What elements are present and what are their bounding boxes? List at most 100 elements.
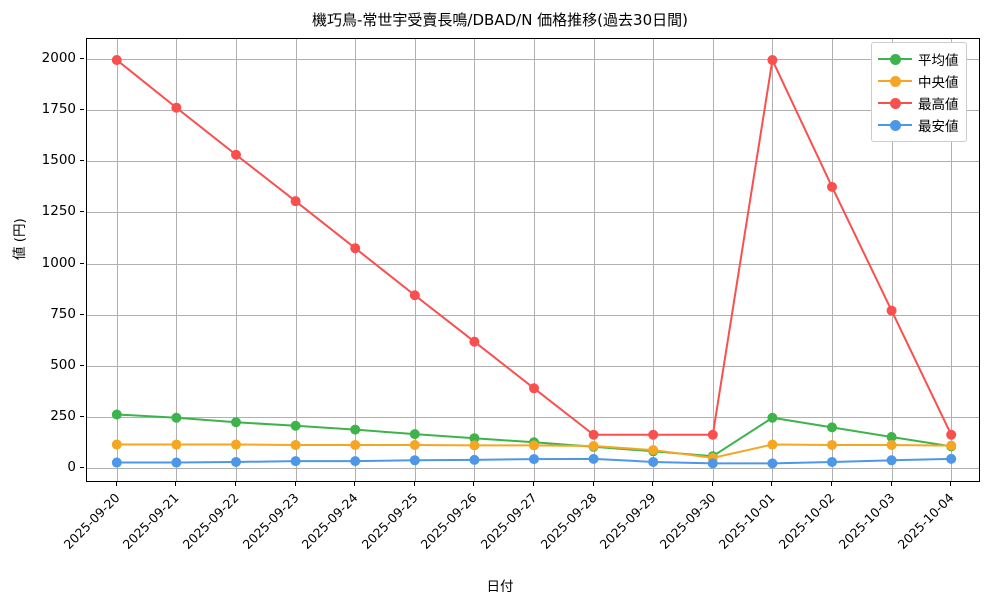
data-point — [946, 453, 957, 464]
y-axis-tick-labels: 0 250 500 750 1000 1250 1500 1750 2000 — [0, 38, 76, 482]
y-tick-label: 250 — [50, 407, 76, 424]
data-point — [171, 412, 182, 423]
data-point — [409, 429, 420, 440]
x-tick-mark — [175, 482, 177, 486]
data-point — [529, 454, 539, 465]
gridline-vertical — [891, 39, 893, 481]
chart-title: 機巧鳥-常世宇受賣長鳴/DBAD/N 価格推移(過去30日間) — [312, 11, 688, 29]
x-tick-mark — [473, 482, 475, 486]
data-point — [290, 420, 301, 431]
data-point — [767, 439, 778, 450]
x-tick-mark — [711, 482, 713, 486]
gridline-horizontal — [87, 161, 979, 163]
gridline-horizontal — [87, 365, 979, 367]
y-tick-label: 500 — [50, 356, 76, 373]
gridline-vertical — [832, 39, 833, 481]
gridline-vertical — [355, 39, 357, 481]
y-tick-mark — [80, 262, 84, 264]
data-point — [827, 422, 837, 433]
data-point — [827, 181, 837, 192]
data-point — [588, 440, 599, 451]
data-point — [290, 439, 301, 450]
x-tick-mark — [115, 482, 117, 486]
legend-label: 最高値 — [918, 97, 959, 113]
data-point — [588, 453, 599, 464]
x-axis-label: 日付 — [486, 579, 514, 595]
series-2 — [111, 55, 957, 440]
x-tick-mark — [354, 482, 356, 486]
data-point — [350, 456, 361, 467]
legend-label: 最安値 — [918, 119, 959, 135]
data-point — [469, 336, 480, 347]
data-point — [111, 55, 122, 66]
data-point — [588, 429, 599, 440]
gridline-vertical — [176, 39, 178, 481]
x-tick-mark — [950, 482, 952, 486]
gridline-horizontal — [87, 212, 979, 214]
legend-item-3[interactable]: 最安値 — [878, 114, 959, 136]
gridline-vertical — [653, 39, 655, 481]
legend-item-1[interactable]: 中央値 — [878, 70, 959, 92]
x-tick-mark — [890, 482, 892, 486]
gridline-vertical — [236, 39, 237, 481]
data-point — [886, 305, 897, 316]
series-3 — [111, 453, 957, 469]
y-tick-label: 1000 — [41, 254, 76, 271]
y-tick-mark — [80, 211, 84, 213]
gridline-vertical — [474, 39, 476, 481]
legend-item-2[interactable]: 最高値 — [878, 92, 959, 114]
gridline-horizontal — [87, 468, 979, 470]
data-point — [231, 439, 241, 450]
data-point — [946, 440, 957, 451]
legend-swatch-icon — [878, 52, 912, 66]
data-point — [827, 456, 837, 467]
data-point — [469, 433, 480, 444]
data-point — [827, 439, 837, 450]
legend-item-0[interactable]: 平均値 — [878, 48, 959, 70]
data-point — [111, 457, 122, 468]
data-point — [231, 456, 241, 467]
series-line — [115, 59, 953, 436]
x-tick-mark — [533, 482, 534, 486]
data-point — [350, 424, 361, 435]
y-tick-label: 0 — [67, 459, 76, 476]
series-layer — [111, 55, 957, 469]
legend-swatch-icon — [878, 118, 912, 132]
y-tick-label: 1250 — [41, 203, 76, 220]
x-tick-mark — [592, 482, 594, 486]
data-point — [469, 454, 480, 465]
data-point — [886, 439, 897, 450]
data-point — [767, 412, 778, 423]
data-point — [648, 445, 659, 456]
data-point — [409, 290, 420, 301]
data-point — [171, 439, 182, 450]
x-tick-mark — [771, 482, 773, 486]
x-tick-mark — [235, 482, 236, 486]
data-point — [529, 383, 539, 394]
gridline-vertical — [772, 39, 774, 481]
data-point — [707, 429, 718, 440]
y-tick-label: 1750 — [41, 101, 76, 118]
series-0 — [111, 409, 957, 462]
y-tick-mark — [80, 160, 84, 162]
series-1 — [111, 439, 957, 463]
data-point — [767, 55, 778, 66]
legend-swatch-icon — [878, 96, 912, 110]
data-point — [231, 417, 241, 428]
gridline-vertical — [593, 39, 595, 481]
y-tick-mark — [80, 415, 84, 417]
data-point — [171, 102, 182, 113]
chart-legend: 平均値中央値最高値最安値 — [871, 42, 967, 142]
data-point — [886, 431, 897, 442]
data-point — [290, 196, 301, 207]
data-point — [648, 429, 659, 440]
data-point — [767, 458, 778, 469]
legend-label: 中央値 — [918, 75, 959, 91]
data-point — [231, 149, 241, 160]
x-tick-mark — [652, 482, 654, 486]
y-tick-mark — [80, 467, 84, 469]
gridline-horizontal — [87, 263, 979, 265]
gridline-vertical — [414, 39, 416, 481]
y-tick-label: 750 — [50, 305, 76, 322]
